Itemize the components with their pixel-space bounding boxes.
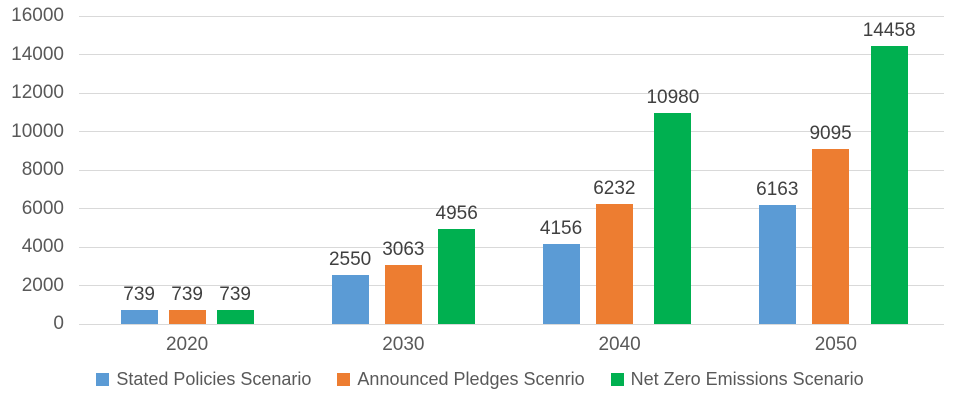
y-tick-label: 14000 xyxy=(11,43,64,65)
bar-col: 10980 xyxy=(646,87,699,324)
bar-group-2020: 739 739 739 xyxy=(79,16,295,324)
bar-col: 9095 xyxy=(809,122,852,324)
bar-group-2030: 2550 3063 4956 xyxy=(295,16,511,324)
data-label: 4956 xyxy=(435,202,478,224)
gridline-10000 xyxy=(79,131,944,132)
bar-col: 6232 xyxy=(593,178,635,324)
data-label: 4156 xyxy=(539,218,583,239)
plot-gridlines xyxy=(79,15,944,325)
data-label: 2550 xyxy=(328,248,372,270)
gridline-14000 xyxy=(79,54,944,55)
legend-label: Announced Pledges Scenrio xyxy=(357,369,585,389)
data-label: 3063 xyxy=(382,239,425,260)
legend-item: Announced Pledges Scenrio xyxy=(337,368,585,390)
bar-2040-series-1 xyxy=(542,244,580,324)
y-tick-label: 0 xyxy=(53,313,64,334)
legend-label: Net Zero Emissions Scenario xyxy=(630,369,864,389)
legend-swatch-icon xyxy=(337,372,351,386)
y-tick-label: 12000 xyxy=(11,82,64,103)
y-tick-label: 16000 xyxy=(11,5,64,26)
data-label: 739 xyxy=(123,283,155,305)
gridline-16000 xyxy=(79,15,944,17)
bar-2050-series-1 xyxy=(758,205,796,324)
plot-area: 739 739 739 2550 3063 4956 4156 6232 10980 6163 90… xyxy=(79,16,944,324)
gridline-12000 xyxy=(79,92,944,94)
bar-col: 739 xyxy=(168,283,206,324)
bar-col: 4156 xyxy=(540,218,582,324)
x-tick-label-2050: 2050 xyxy=(814,334,858,355)
bar-col: 14458 xyxy=(863,20,916,324)
bar-2020-series-3 xyxy=(216,309,254,324)
gridline-8000 xyxy=(79,169,944,171)
bar-group-2040: 4156 6232 10980 xyxy=(512,16,728,324)
gridline-6000 xyxy=(79,208,944,209)
bar-2040-series-2 xyxy=(595,204,633,324)
data-label: 6163 xyxy=(756,179,799,201)
x-tick-label-2030: 2030 xyxy=(382,334,425,355)
y-tick-label: 10000 xyxy=(11,120,64,142)
bar-col: 6163 xyxy=(756,179,798,324)
legend-item: Stated Policies Scenario xyxy=(96,368,311,390)
x-axis: 2020 2030 2040 2050 xyxy=(79,333,944,357)
legend-swatch-icon xyxy=(610,372,624,386)
bar-2040-series-3 xyxy=(654,112,692,324)
y-tick-label: 4000 xyxy=(21,236,64,257)
bar-col: 4956 xyxy=(436,203,478,324)
data-label: 739 xyxy=(171,283,203,305)
bar-2030-series-1 xyxy=(331,274,369,324)
bar-2020-series-1 xyxy=(120,309,158,324)
legend-item: Net Zero Emissions Scenario xyxy=(610,368,864,390)
legend-label: Stated Policies Scenario xyxy=(116,369,312,389)
y-tick-label: 8000 xyxy=(21,159,64,180)
gridline-0 xyxy=(79,323,944,325)
bar-2020-series-2 xyxy=(168,309,206,324)
bar-col: 739 xyxy=(216,283,254,324)
bar-2030-series-3 xyxy=(438,228,476,324)
bar-2050-series-2 xyxy=(812,148,850,324)
bar-2030-series-2 xyxy=(384,265,422,324)
bar-col: 2550 xyxy=(329,249,371,324)
data-label: 14458 xyxy=(862,19,916,41)
x-tick-label-2040: 2040 xyxy=(598,334,641,355)
gridline-2000 xyxy=(79,285,944,286)
y-axis: 0 2000 4000 6000 8000 10000 12000 14000 16000 xyxy=(0,5,64,334)
legend-swatch-icon xyxy=(96,372,110,386)
data-label: 9095 xyxy=(809,122,852,144)
y-tick-label: 6000 xyxy=(21,197,64,219)
chart-legend: Stated Policies Scenario Announced Pledge… xyxy=(0,368,960,390)
bar-group-2050: 6163 9095 14458 xyxy=(728,16,944,324)
data-label: 6232 xyxy=(593,178,636,199)
x-tick-label-2020: 2020 xyxy=(165,334,209,355)
bar-col: 739 xyxy=(120,283,158,324)
data-label: 739 xyxy=(219,283,251,305)
y-tick-label: 2000 xyxy=(21,274,64,296)
bar-2050-series-3 xyxy=(870,45,908,324)
data-label: 10980 xyxy=(646,86,700,108)
bar-col: 3063 xyxy=(382,239,425,324)
gridline-4000 xyxy=(79,246,944,248)
